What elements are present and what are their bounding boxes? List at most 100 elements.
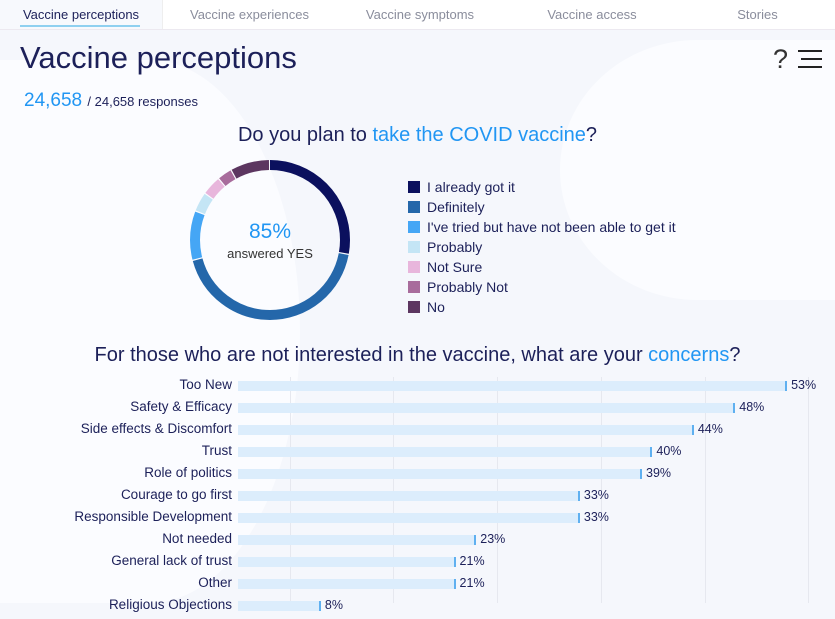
legend-label: I already got it — [427, 179, 515, 195]
donut-center: 85% answered YES — [205, 220, 335, 261]
bar — [238, 557, 456, 567]
question-suffix: ? — [729, 344, 741, 366]
bar-label: Responsible Development — [74, 509, 232, 524]
bar-value: 21% — [459, 576, 485, 590]
donut-slice — [190, 160, 350, 320]
page-title: Vaccine perceptions — [20, 40, 297, 75]
legend-swatch — [408, 241, 420, 253]
bar-value: 33% — [583, 510, 609, 524]
bar-label: Too New — [179, 377, 232, 392]
bar-row: Other 21% — [0, 575, 835, 597]
background-shape — [560, 40, 835, 300]
legend-swatch — [408, 201, 420, 213]
yes-label: answered YES — [227, 246, 313, 261]
legend-label: I've tried but have not been able to get… — [427, 219, 676, 235]
donut-question: Do you plan to take the COVID vaccine? — [0, 124, 835, 147]
bar — [238, 381, 788, 391]
bar — [238, 513, 580, 523]
bar-label: Trust — [201, 443, 232, 458]
bar-label: Other — [198, 575, 232, 590]
concerns-question: For those who are not interested in the … — [0, 344, 835, 367]
legend-item: Probably — [408, 237, 676, 257]
tab-vaccine-experiences[interactable]: Vaccine experiences — [162, 0, 336, 29]
legend-swatch — [408, 301, 420, 313]
legend-item: Not Sure — [408, 257, 676, 277]
help-icon[interactable]: ? — [773, 44, 789, 74]
bar-value: 33% — [583, 488, 609, 502]
bar — [238, 535, 477, 545]
bar — [238, 491, 580, 501]
bar-label: Safety & Efficacy — [130, 399, 232, 414]
gridline — [290, 377, 291, 603]
donut-slice — [190, 160, 350, 320]
bar-row: Role of politics 39% — [0, 465, 835, 487]
responses-value: 24,658 — [24, 90, 83, 111]
bar-value: 21% — [459, 554, 485, 568]
bar — [238, 579, 456, 589]
gridline — [705, 377, 706, 603]
bar-label: Not needed — [162, 531, 232, 546]
menu-icon[interactable] — [798, 50, 822, 74]
donut-legend: I already got it Definitely I've tried but… — [408, 177, 676, 317]
question-text: Do you plan to — [237, 124, 373, 146]
legend-swatch — [408, 221, 420, 233]
bar-row: Religious Objections 8% — [0, 597, 835, 619]
bar — [238, 425, 694, 435]
legend-label: Not Sure — [427, 259, 483, 275]
bar-value: 48% — [739, 400, 765, 414]
response-count: 24,658 / 24,658 responses — [24, 90, 198, 112]
question-text: For those who are not interested in the … — [94, 344, 649, 366]
tab-vaccine-access[interactable]: Vaccine access — [547, 7, 637, 22]
bar-value: 23% — [480, 532, 506, 546]
legend-label: No — [427, 299, 445, 315]
question-suffix: ? — [585, 124, 598, 146]
legend-swatch — [408, 181, 420, 193]
legend-item: No — [408, 297, 676, 317]
legend-swatch — [408, 281, 420, 293]
bar-row: Safety & Efficacy 48% — [0, 399, 835, 421]
bar-label: Side effects & Discomfort — [80, 421, 232, 436]
donut-slice — [190, 160, 350, 320]
bar — [238, 447, 653, 457]
tab-bar: Vaccine perceptions Vaccine experiences … — [0, 0, 835, 30]
legend-item: I've tried but have not been able to get… — [408, 217, 676, 237]
tab-vaccine-symptoms[interactable]: Vaccine symptoms — [365, 7, 475, 22]
bar-value: 39% — [646, 466, 672, 480]
bar — [238, 403, 736, 413]
legend-label: Probably Not — [427, 279, 508, 295]
bar-row: General lack of trust 21% — [0, 553, 835, 575]
legend-item: I already got it — [408, 177, 676, 197]
bar-label: General lack of trust — [111, 553, 232, 568]
bar-value: 8% — [324, 598, 343, 612]
question-highlight: take the COVID vaccine — [372, 124, 586, 146]
bar-label: Religious Objections — [108, 597, 232, 612]
bar-value: 40% — [656, 444, 682, 458]
bar — [238, 469, 643, 479]
bar-row: Side effects & Discomfort 44% — [0, 421, 835, 443]
bar-row: Not needed 23% — [0, 531, 835, 553]
gridline — [497, 377, 498, 603]
gridline — [808, 377, 809, 603]
legend-item: Definitely — [408, 197, 676, 217]
gridline — [601, 377, 602, 603]
legend-label: Probably — [427, 239, 483, 255]
yes-percent: 85% — [248, 220, 292, 243]
legend-item: Probably Not — [408, 277, 676, 297]
bar-row: Too New 53% — [0, 377, 835, 399]
bar-row: Courage to go first 33% — [0, 487, 835, 509]
gridline — [393, 377, 394, 603]
background-shape — [0, 60, 300, 603]
tab-vaccine-perceptions[interactable]: Vaccine perceptions — [0, 0, 162, 29]
bar-value: 53% — [791, 378, 817, 392]
tab-stories[interactable]: Stories — [737, 7, 778, 22]
bar-row: Responsible Development 33% — [0, 509, 835, 531]
bar-label: Courage to go first — [120, 487, 232, 502]
legend-swatch — [408, 261, 420, 273]
bar-label: Role of politics — [144, 465, 232, 480]
bar-value: 44% — [697, 422, 723, 436]
legend-label: Definitely — [427, 199, 485, 215]
donut-chart — [190, 160, 350, 320]
question-highlight: concerns — [648, 344, 730, 366]
responses-total: / 24,658 responses — [87, 94, 198, 109]
bar-row: Trust 40% — [0, 443, 835, 465]
